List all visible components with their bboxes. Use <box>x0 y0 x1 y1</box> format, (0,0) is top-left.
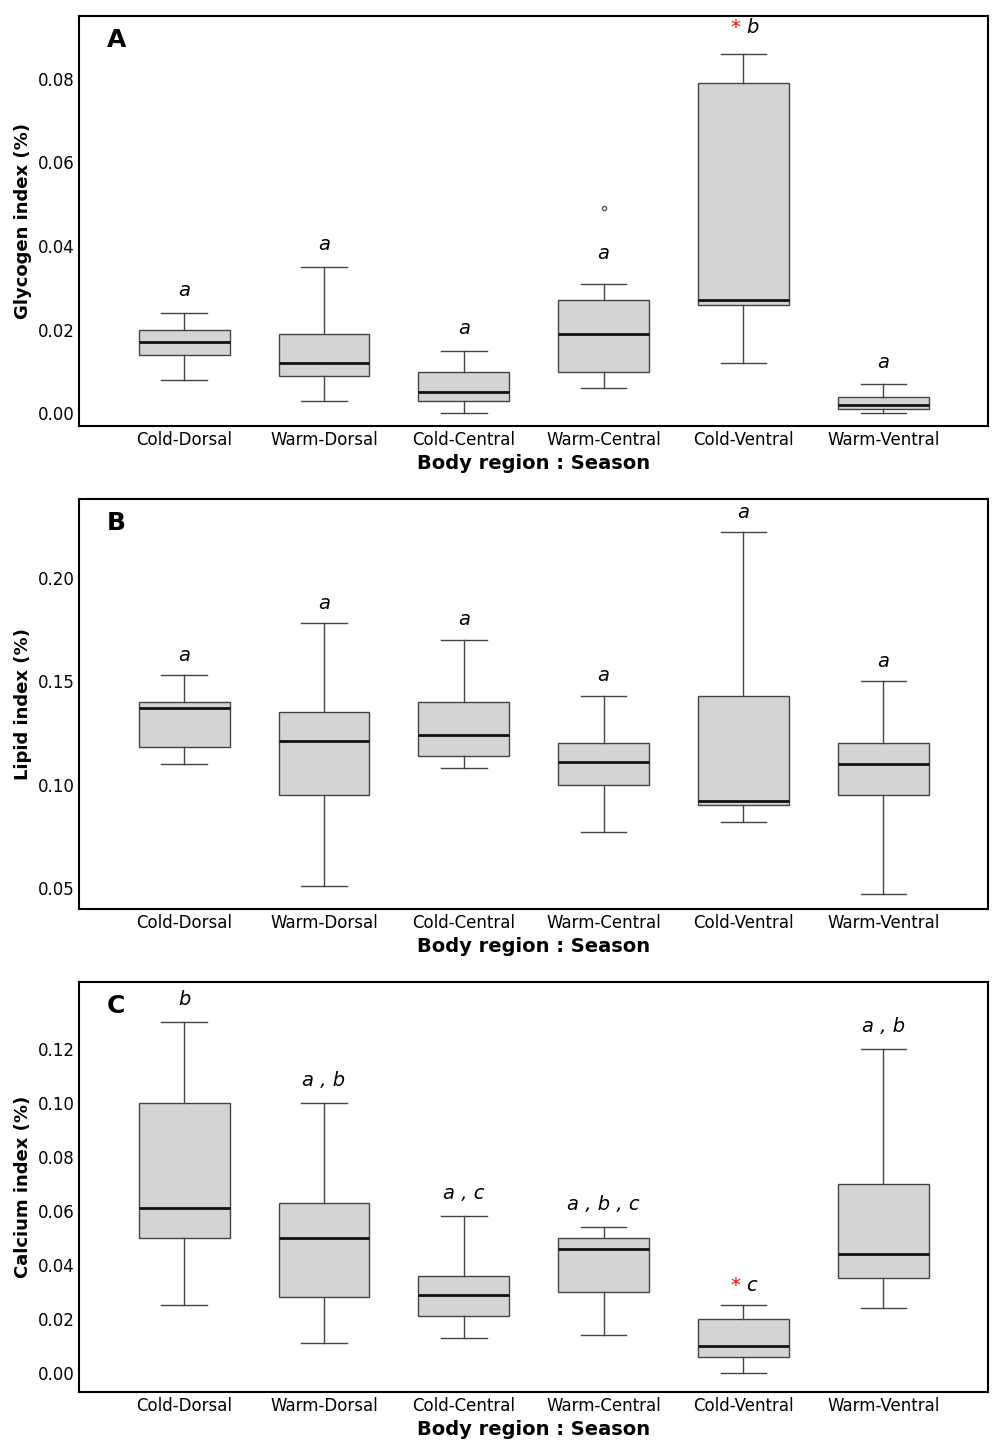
PathPatch shape <box>419 1276 509 1316</box>
Text: a: a <box>877 353 889 372</box>
PathPatch shape <box>558 744 649 785</box>
PathPatch shape <box>838 744 929 795</box>
PathPatch shape <box>838 397 929 410</box>
X-axis label: Body region : Season: Body region : Season <box>417 937 650 956</box>
Y-axis label: Calcium index (%): Calcium index (%) <box>14 1096 32 1279</box>
Text: b: b <box>178 989 190 1008</box>
Text: a: a <box>877 652 889 671</box>
Text: a , b: a , b <box>303 1071 346 1090</box>
PathPatch shape <box>138 702 229 747</box>
Text: a: a <box>597 667 609 686</box>
PathPatch shape <box>279 334 370 376</box>
PathPatch shape <box>698 83 789 305</box>
Text: a: a <box>737 503 749 522</box>
Text: c: c <box>746 1276 757 1295</box>
PathPatch shape <box>279 1203 370 1298</box>
Text: a: a <box>318 235 330 254</box>
Text: a , c: a , c <box>443 1184 485 1203</box>
Text: a , b: a , b <box>862 1017 905 1036</box>
Text: C: C <box>106 994 125 1019</box>
X-axis label: Body region : Season: Body region : Season <box>417 455 650 474</box>
PathPatch shape <box>419 372 509 401</box>
PathPatch shape <box>138 330 229 355</box>
Text: A: A <box>106 29 126 52</box>
Text: B: B <box>106 511 125 535</box>
PathPatch shape <box>279 712 370 795</box>
Text: *: * <box>730 1276 740 1295</box>
Text: a: a <box>318 594 330 613</box>
PathPatch shape <box>838 1184 929 1279</box>
Text: a: a <box>458 320 470 339</box>
Text: a: a <box>458 610 470 629</box>
Text: a: a <box>178 282 190 301</box>
Text: b: b <box>746 17 759 36</box>
Text: a: a <box>178 645 190 664</box>
PathPatch shape <box>558 301 649 372</box>
Y-axis label: Glycogen index (%): Glycogen index (%) <box>14 124 32 320</box>
PathPatch shape <box>698 1319 789 1357</box>
Text: *: * <box>730 17 740 36</box>
Y-axis label: Lipid index (%): Lipid index (%) <box>14 628 32 780</box>
Text: a , b , c: a , b , c <box>567 1194 640 1213</box>
PathPatch shape <box>698 696 789 805</box>
PathPatch shape <box>138 1103 229 1238</box>
X-axis label: Body region : Season: Body region : Season <box>417 1420 650 1438</box>
Text: a: a <box>597 244 609 263</box>
PathPatch shape <box>419 702 509 756</box>
PathPatch shape <box>558 1238 649 1292</box>
